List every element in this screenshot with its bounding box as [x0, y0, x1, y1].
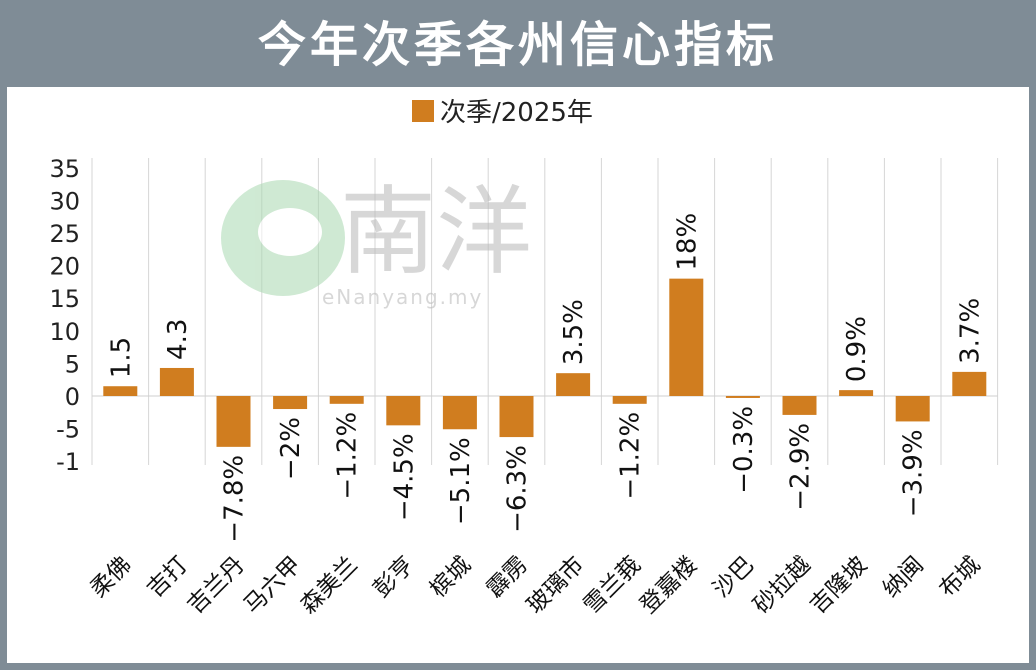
y-tick-label: 0 [65, 383, 80, 411]
bar [556, 373, 591, 396]
data-label: −2% [276, 417, 306, 480]
data-label: −2.9% [786, 423, 816, 511]
x-tick-label: 吉隆坡 [805, 552, 872, 619]
y-tick-label: 5 [65, 350, 80, 378]
watermark-e-logo-inner [258, 208, 322, 256]
x-tick-label: 霹雳 [482, 552, 533, 603]
bar [329, 396, 364, 404]
bar [103, 386, 138, 396]
data-label: 3.5% [559, 299, 589, 365]
y-tick-label: 20 [49, 253, 80, 281]
legend-label: 次季/2025年 [440, 98, 593, 128]
bar [725, 396, 760, 398]
x-tick-label: 纳闽 [878, 552, 929, 603]
data-label: 4.3 [163, 319, 193, 360]
watermark-brand: 南洋 [340, 176, 532, 288]
data-label: −4.5% [389, 433, 419, 521]
bar [895, 396, 930, 422]
x-tick-label: 玻璃市 [522, 552, 589, 619]
watermark: 南洋 eNanyang.my [221, 176, 532, 309]
x-tick-label: 登嘉楼 [635, 552, 702, 619]
legend: 次季/2025年 [412, 98, 593, 128]
x-tick-label: 雪兰莪 [579, 552, 646, 619]
data-label: −6.3% [503, 445, 533, 533]
chart-title: 今年次季各州信心指标 [257, 17, 778, 73]
data-label: −5.1% [446, 437, 476, 525]
data-label: 0.9% [842, 316, 872, 382]
data-label: −1.2% [616, 412, 646, 500]
bar [782, 396, 817, 415]
data-label: −1.2% [333, 412, 363, 500]
x-tick-label: 马六甲 [239, 552, 306, 619]
y-tick-label: -5 [56, 416, 80, 444]
bar [273, 396, 308, 410]
y-tick-label: 25 [49, 220, 80, 248]
bar [669, 278, 704, 396]
y-tick-label: 35 [49, 155, 80, 183]
legend-swatch [412, 100, 434, 122]
data-label: 3.7% [955, 298, 985, 364]
data-labels: 1.5 4.3 −7.8% −2% −1.2% −4.5% −5.1% −6.3% 3.5% −1… [106, 213, 985, 543]
data-label: −0.3% [729, 406, 759, 494]
x-tick-label: 砂拉越 [749, 552, 816, 619]
bar [386, 396, 421, 426]
title-bar: 今年次季各州信心指标 [7, 7, 1029, 87]
data-label: 1.5 [106, 337, 136, 378]
data-label: 18% [672, 213, 702, 271]
y-axis: 35 30 25 20 15 10 5 0 -5 -1 [49, 155, 80, 476]
bar [839, 390, 874, 396]
x-tick-label: 吉打 [142, 552, 193, 603]
bar [159, 367, 194, 396]
y-tick-label: -1 [56, 448, 80, 476]
x-tick-label: 槟城 [425, 552, 476, 603]
data-label: −3.9% [899, 429, 929, 517]
data-label: −7.8% [220, 455, 250, 543]
bar [499, 396, 534, 438]
y-tick-label: 15 [49, 285, 80, 313]
x-tick-label: 布城 [935, 552, 986, 603]
bar [612, 396, 647, 404]
x-tick-label: 吉兰丹 [183, 552, 250, 619]
bars [103, 278, 987, 447]
x-tick-label: 柔佛 [86, 552, 137, 603]
y-tick-label: 10 [49, 318, 80, 346]
bar [216, 396, 251, 447]
watermark-site: eNanyang.my [322, 285, 483, 309]
x-tick-label: 森美兰 [296, 552, 363, 619]
bar [952, 371, 987, 396]
x-tick-label: 沙巴 [708, 552, 759, 603]
y-tick-label: 30 [49, 187, 80, 215]
x-tick-label: 彭亨 [369, 552, 420, 603]
bar [442, 396, 477, 430]
